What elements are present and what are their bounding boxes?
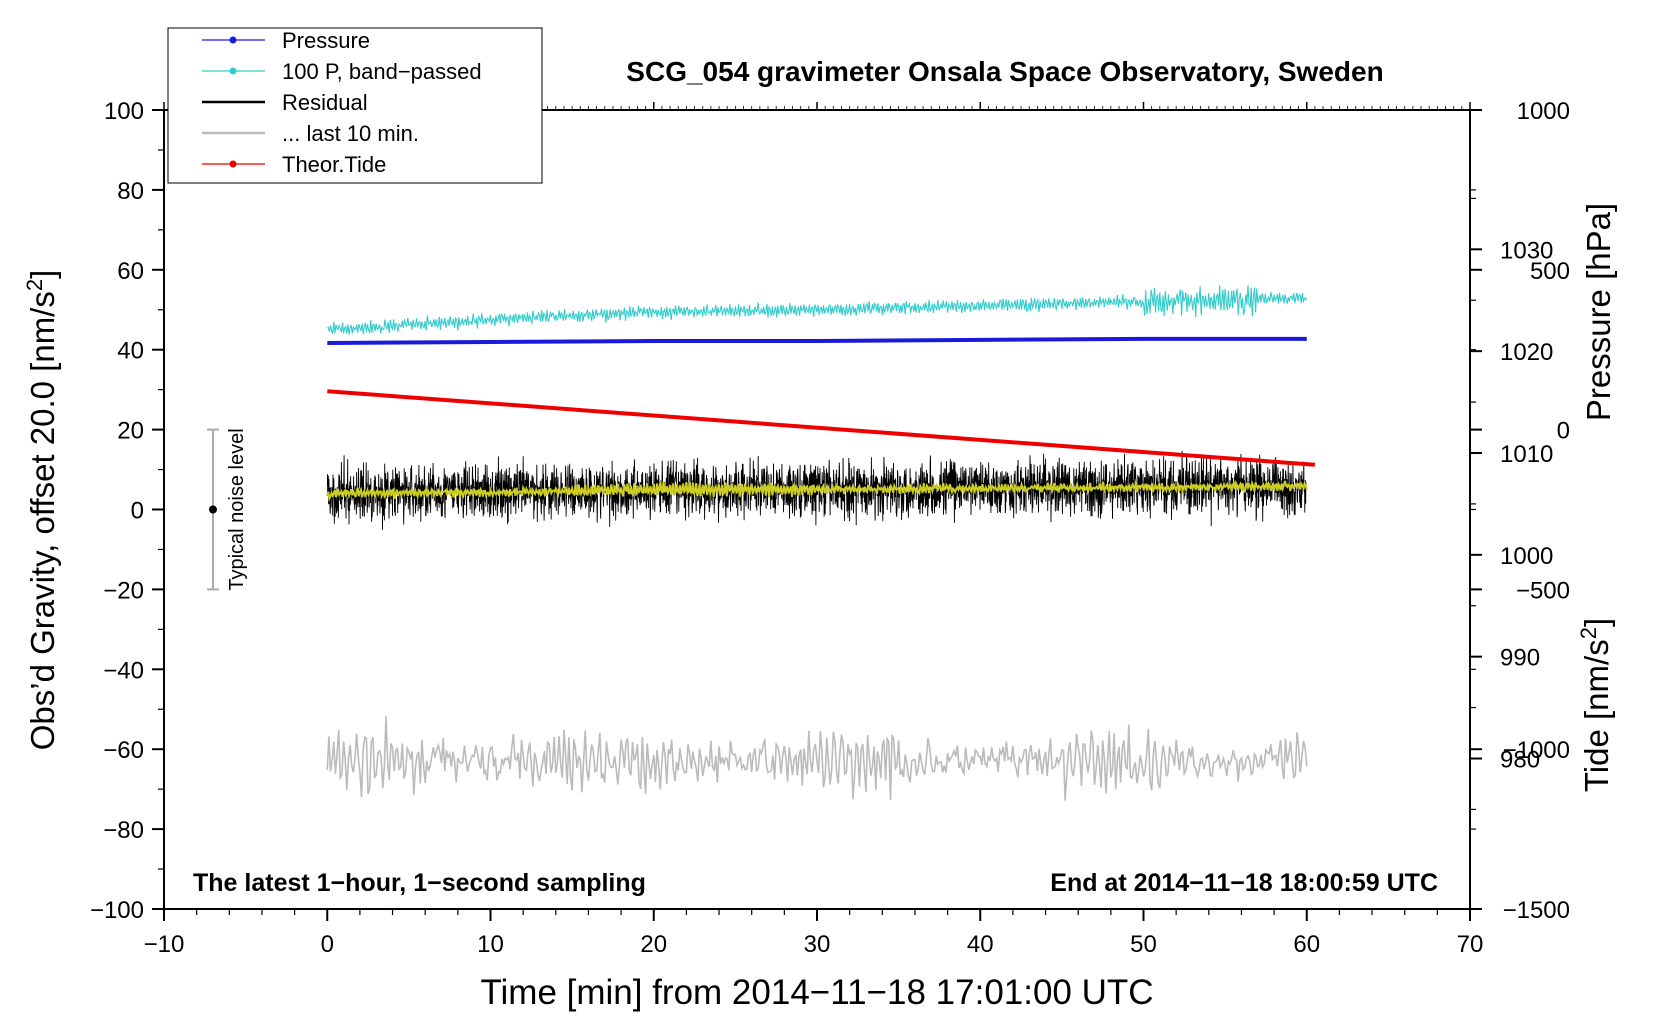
- legend-label: Theor.Tide: [282, 152, 386, 177]
- y-tick-label: 40: [117, 338, 144, 365]
- noise-bar-label: Typical noise level: [226, 428, 248, 590]
- y-tick-label: 20: [117, 418, 144, 445]
- legend-label: Pressure: [282, 28, 370, 53]
- x-tick-label: 30: [804, 931, 831, 958]
- x-tick-label: 20: [640, 931, 667, 958]
- y-tick-label: 80: [117, 178, 144, 205]
- y-axis-label-tide: Tide [nm/s2]: [1576, 618, 1616, 792]
- tide-tick-label: 0: [1557, 418, 1570, 445]
- pressure-tick-label: 1020: [1500, 339, 1553, 366]
- pressure-tick-label: 1010: [1500, 441, 1553, 468]
- tide-line: [327, 389, 1316, 467]
- y-tick-label: 60: [117, 258, 144, 285]
- y-axis-label-pressure: Pressure [hPa]: [1580, 203, 1617, 421]
- pressure-tick-label: 980: [1500, 746, 1540, 773]
- y-tick-label: 0: [131, 498, 144, 525]
- legend-label: ... last 10 min.: [282, 121, 419, 146]
- tide-tick-label: −1500: [1503, 897, 1570, 924]
- last-10-min-line: [326, 716, 1308, 801]
- y-tick-label: 100: [104, 98, 144, 125]
- y-tick-label: −60: [103, 737, 144, 764]
- chart-title: SCG_054 gravimeter Onsala Space Observat…: [626, 56, 1383, 87]
- tide-tick-label: −500: [1516, 577, 1570, 604]
- x-tick-label: 70: [1457, 931, 1484, 958]
- pressure-line: [327, 336, 1307, 345]
- tide-tick-label: 500: [1530, 258, 1570, 285]
- x-tick-label: 60: [1293, 931, 1320, 958]
- legend-label: 100 P, band−passed: [282, 59, 482, 84]
- y-tick-label: −40: [103, 657, 144, 684]
- y-tick-label: −20: [103, 577, 144, 604]
- x-tick-label: 10: [477, 931, 504, 958]
- legend-marker: [229, 160, 237, 168]
- y-axis-label-gravity: Obs’d Gravity, offset 20.0 [nm/s2]: [22, 270, 62, 751]
- series-layer: [326, 285, 1316, 801]
- residual-smoothed-line: [326, 479, 1308, 502]
- tide-tick-label: 1000: [1517, 98, 1570, 125]
- axes-layer: −10 0 10 20 30 40 50 60 70100806040200−20−40−60−…: [90, 98, 1570, 958]
- legend: Pressure 100 P, band−passed Residual ... la…: [167, 27, 543, 184]
- tide-tick-label: −1000: [1503, 737, 1570, 764]
- x-tick-label: 50: [1130, 931, 1157, 958]
- pressure-tick-label: 990: [1500, 645, 1540, 672]
- x-tick-label: −10: [144, 931, 185, 958]
- x-tick-label: 40: [967, 931, 994, 958]
- legend-marker: [229, 67, 237, 75]
- annotation-end-time: End at 2014−11−18 18:00:59 UTC: [1050, 869, 1438, 897]
- x-tick-label: 0: [321, 931, 334, 958]
- x-axis-label: Time [min] from 2014−11−18 17:01:00 UTC: [480, 973, 1153, 1012]
- legend-label: Residual: [282, 90, 368, 115]
- pressure-tick-label: 1000: [1500, 543, 1553, 570]
- pressure-tick-label: 1030: [1500, 237, 1553, 264]
- y-tick-label: −100: [90, 897, 144, 924]
- legend-box: [167, 27, 543, 184]
- annotation-sampling: The latest 1−hour, 1−second sampling: [193, 869, 646, 897]
- y-tick-label: −80: [103, 817, 144, 844]
- band-passed-pressure-line: [327, 285, 1308, 335]
- noise-layer: Typical noise level: [206, 428, 248, 591]
- legend-marker: [229, 36, 237, 44]
- noise-bar-center: [208, 505, 217, 514]
